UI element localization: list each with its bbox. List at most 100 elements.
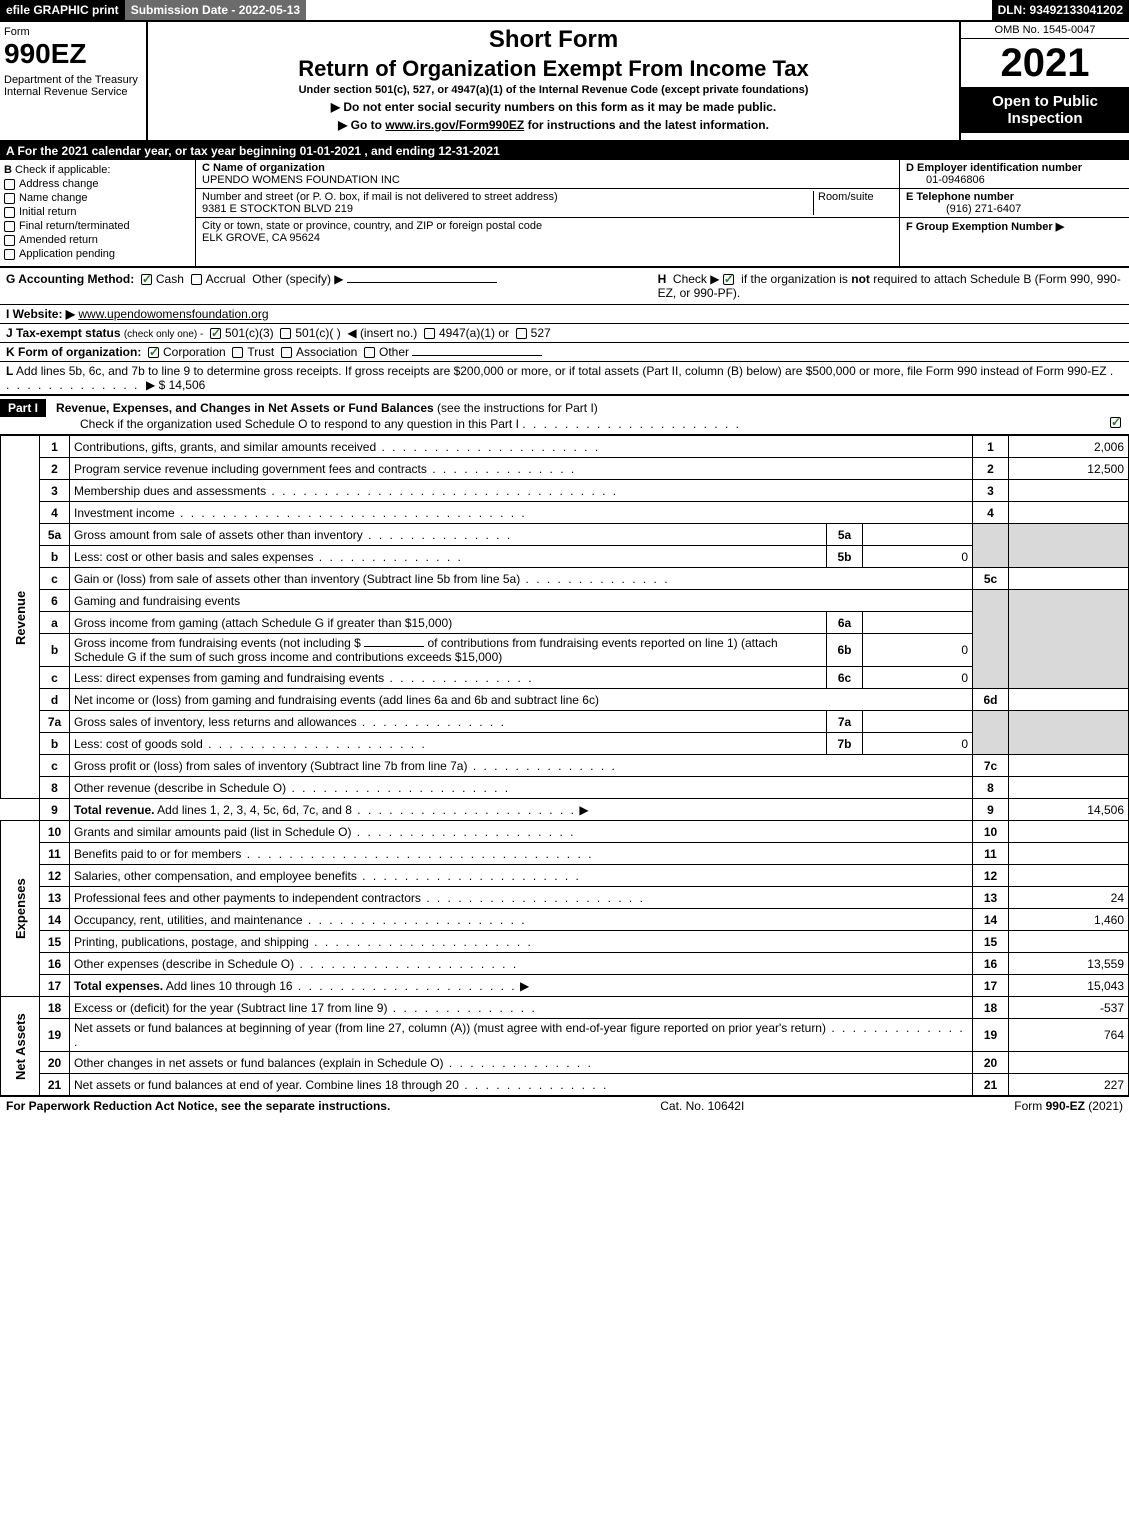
r5b-mv: 0 [863,546,973,568]
r18-box: 18 [973,997,1009,1019]
r1-val: 2,006 [1009,436,1129,458]
checkbox-527[interactable] [516,328,527,339]
shade-5ab-val [1009,524,1129,568]
r19-val: 764 [1009,1019,1129,1052]
section-j-tax-exempt: J Tax-exempt status (check only one) - 5… [0,324,1129,343]
checkbox-address-change[interactable] [4,179,15,190]
section-gh: G Accounting Method: Cash Accrual Other … [0,268,1129,305]
r6b-blank[interactable] [364,646,424,647]
r6d-val [1009,689,1129,711]
checkbox-association[interactable] [281,347,292,358]
section-h-not: not [851,272,870,286]
r12-num: 12 [40,865,70,887]
r4-desc: Investment income [74,506,175,520]
ein-value: 01-0946806 [906,174,985,186]
part1-check-text: Check if the organization used Schedule … [0,417,519,431]
shade-6-val [1009,590,1129,689]
r8-desc: Other revenue (describe in Schedule O) [74,781,286,795]
checkbox-application-pending[interactable] [4,249,15,260]
checkbox-name-change[interactable] [4,193,15,204]
section-l-text: Add lines 5b, 6c, and 7b to line 9 to de… [16,364,1107,378]
other-specify-line[interactable] [347,282,497,283]
department-label: Department of the Treasury Internal Reve… [4,74,142,98]
r18-desc: Excess or (deficit) for the year (Subtra… [74,1001,387,1015]
r14-box: 14 [973,909,1009,931]
r15-box: 15 [973,931,1009,953]
r3-box: 3 [973,480,1009,502]
r6b-desc1: Gross income from fundraising events (no… [74,636,361,650]
checkbox-trust[interactable] [232,347,243,358]
room-suite-label: Room/suite [813,191,893,215]
checkbox-other-org[interactable] [364,347,375,358]
checkbox-cash[interactable] [141,274,152,285]
checkbox-initial-return[interactable] [4,207,15,218]
r7c-val [1009,755,1129,777]
netassets-side-label: Net Assets [1,997,40,1096]
r19-num: 19 [40,1019,70,1052]
r17-desc2: Add lines 10 through 16 [163,979,292,993]
r9-num: 9 [40,799,70,821]
label-501c: 501(c)( ) [295,326,340,340]
r10-box: 10 [973,821,1009,843]
instruction-goto-pre: ▶ Go to [338,118,385,132]
checkbox-4947a1[interactable] [424,328,435,339]
open-to-public-badge: Open to Public Inspection [961,87,1129,133]
r13-box: 13 [973,887,1009,909]
street-label: Number and street (or P. O. box, if mail… [202,191,558,203]
r15-desc: Printing, publications, postage, and shi… [74,935,309,949]
r19-desc: Net assets or fund balances at beginning… [74,1021,826,1035]
r13-num: 13 [40,887,70,909]
r16-val: 13,559 [1009,953,1129,975]
r7c-box: 7c [973,755,1009,777]
checkbox-accrual[interactable] [191,274,202,285]
r6b-ml: 6b [827,634,863,667]
r7b-num: b [40,733,70,755]
dln-segment: DLN: 93492133041202 [992,0,1129,20]
checkbox-final-return[interactable] [4,221,15,232]
r6d-box: 6d [973,689,1009,711]
r7b-desc: Less: cost of goods sold [74,737,203,751]
r5b-ml: 5b [827,546,863,568]
section-l-amount-prefix: ▶ $ [146,378,169,392]
r15-num: 15 [40,931,70,953]
section-h-text1: Check ▶ [673,272,723,286]
r5c-desc: Gain or (loss) from sale of assets other… [74,572,520,586]
r12-val [1009,865,1129,887]
org-name: UPENDO WOMENS FOUNDATION INC [202,174,400,186]
checkbox-501c3[interactable] [210,328,221,339]
r6-desc: Gaming and fundraising events [70,590,973,612]
other-org-line[interactable] [412,355,542,356]
section-l-label: L [6,364,13,378]
checkbox-schedule-b-not-required[interactable] [723,274,734,285]
label-other-org: Other [379,345,409,359]
instruction-no-ssn: ▶ Do not enter social security numbers o… [156,100,951,114]
expenses-side-label: Expenses [1,821,40,997]
checkbox-corporation[interactable] [148,347,159,358]
section-h-text2: if the organization is [738,272,851,286]
label-initial-return: Initial return [19,206,76,218]
r10-num: 10 [40,821,70,843]
section-c-name-label: C Name of organization [202,162,325,174]
r9-arrow: ▶ [579,803,588,817]
r7b-ml: 7b [827,733,863,755]
r21-desc: Net assets or fund balances at end of ye… [74,1078,459,1092]
r7c-desc: Gross profit or (loss) from sales of inv… [74,759,467,773]
checkbox-schedule-o-used[interactable] [1110,417,1121,428]
form-word: Form [4,26,142,38]
r10-desc: Grants and similar amounts paid (list in… [74,825,351,839]
section-d-label: D Employer identification number [906,162,1082,174]
r6c-mv: 0 [863,667,973,689]
checkbox-amended-return[interactable] [4,235,15,246]
r1-desc: Contributions, gifts, grants, and simila… [74,440,376,454]
r21-box: 21 [973,1074,1009,1096]
checkbox-501c[interactable] [280,328,291,339]
r16-num: 16 [40,953,70,975]
website-link[interactable]: www.upendowomensfoundation.org [78,307,268,321]
irs-link[interactable]: www.irs.gov/Form990EZ [385,118,524,132]
label-trust: Trust [247,345,274,359]
label-accrual: Accrual [206,272,246,286]
form-subtitle: Under section 501(c), 527, or 4947(a)(1)… [156,84,951,96]
r16-box: 16 [973,953,1009,975]
city-label: City or town, state or province, country… [202,220,542,232]
r20-box: 20 [973,1052,1009,1074]
